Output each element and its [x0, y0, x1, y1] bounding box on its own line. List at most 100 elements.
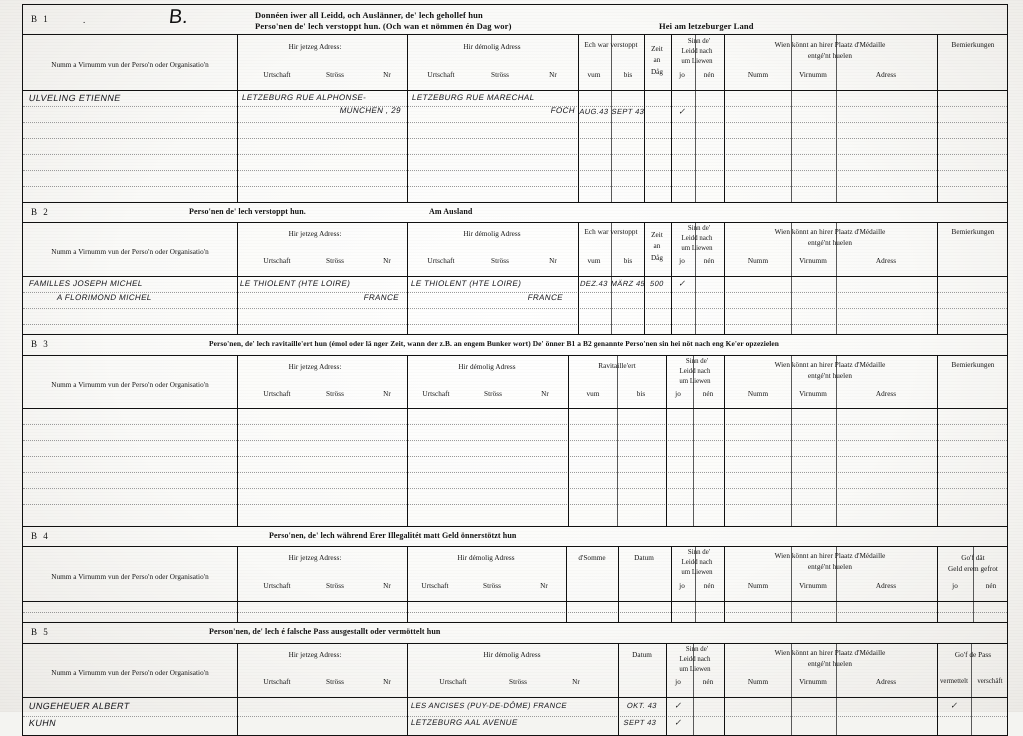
section-b1-body[interactable]: ULVELING ETIENNE LETZEBURG RUE ALPHONSE-…	[23, 91, 1007, 202]
col-locality-label: Urtschaft	[427, 257, 455, 265]
col-street-label: Ströss	[491, 257, 509, 265]
section-b5-header: Numm a Virnumm vun der Perso'n oder Orga…	[23, 644, 1007, 698]
col-alive-label-2: Leidd nach	[679, 656, 711, 663]
entry-former-address-line2: FRANCE	[526, 293, 564, 302]
col-medal-label-2: entgé'nt huelen	[807, 52, 853, 60]
col-firstname-label: Virnumm	[799, 582, 827, 590]
col-medal-label-1: Wien könnt an hirer Plaatz d'Médaille	[774, 649, 886, 657]
section-b2-id: B 2	[31, 207, 50, 217]
entry-former-address-line1: LE THIOLENT (HTE LOIRE)	[410, 279, 523, 288]
col-alive-label-1: Sinn de'	[687, 225, 711, 232]
col-alive-label-1: Sinn de'	[687, 38, 711, 45]
section-b4-id: B 4	[31, 531, 50, 541]
col-name-label: Numm a Virnumm vun der Perso'n oder Orga…	[51, 248, 209, 256]
col-firstname-label: Virnumm	[799, 390, 827, 398]
col-days-label-3: Dåg	[650, 68, 664, 76]
col-name-label: Numm a Virnumm vun der Perso'n oder Orga…	[51, 573, 209, 581]
entry-current-address-line1: LE THIOLENT (HTE LOIRE)	[239, 279, 352, 288]
entry-name: ULVELING ETIENNE	[28, 93, 122, 103]
section-b2-title-row: B 2 Perso'nen de' lech verstoppt hun. Am…	[23, 202, 1007, 223]
col-locality-label: Urtschaft	[263, 582, 291, 590]
col-alive-label-2: Leidd nach	[679, 368, 711, 375]
col-medal-label-2: entgé'nt huelen	[807, 372, 853, 380]
section-b2-body[interactable]: FAMILLES JOSEPH MICHEL A FLORIMOND MICHE…	[23, 277, 1007, 334]
col-number-label: Nr	[540, 582, 548, 590]
col-former-address-label: Hir démolig Adress	[463, 43, 521, 51]
entry-former-address-line1: LETZEBURG RUE MARECHAL	[411, 93, 536, 102]
section-b3-title: Perso'nen, de' lech ravitaille'ert hun (…	[209, 339, 780, 348]
col-surname-label: Numm	[747, 257, 769, 265]
col-from-label: vum	[586, 390, 600, 398]
col-pass-label: Go'f de Pass	[954, 651, 992, 659]
entry1-former-address: LES ANCISES (PUY-DE-DÔME) FRANCE	[410, 701, 568, 710]
col-alive-label-3: um Liewen	[681, 569, 713, 576]
section-b4: B 4 Perso'nen, de' lech während Erer Ill…	[22, 526, 1008, 622]
col-surname-label: Numm	[747, 678, 769, 686]
col-medal-label-2: entgé'nt huelen	[807, 563, 853, 571]
col-remarks-label: Bemierkungen	[951, 41, 995, 49]
entry-current-address-line2: MUNCHEN , 29	[338, 106, 402, 115]
col-no-label: nén	[702, 390, 714, 398]
col-no-label: nén	[703, 257, 715, 265]
col-yes-label: jo	[679, 257, 685, 265]
section-b3-title-row: B 3 Perso'nen, de' lech ravitaille'ert h…	[23, 334, 1007, 356]
col-days-label-1: Zeit	[651, 45, 663, 53]
form-letter-b: B.	[167, 6, 190, 28]
col-alive-label-3: um Liewen	[679, 378, 711, 385]
col-street-label: Ströss	[326, 582, 344, 590]
col-locality-label: Urtschaft	[421, 582, 449, 590]
col-pass-forged-label: verschäft	[977, 678, 1003, 685]
section-b1: B 1 . B. Donnéen iwer all Leidd, och Aus…	[22, 4, 1008, 202]
col-street-label: Ströss	[326, 257, 344, 265]
col-hidden-label: Ech war verstoppt	[584, 228, 638, 236]
col-number-label: Nr	[383, 678, 391, 686]
form-table: B 1 . B. Donnéen iwer all Leidd, och Aus…	[22, 4, 1008, 736]
col-medal-label-1: Wien könnt an hirer Plaatz d'Médaille	[774, 228, 886, 236]
col-firstname-label: Virnumm	[799, 257, 827, 265]
col-from-label: vum	[587, 71, 601, 79]
entry-current-address-line1: LETZEBURG RUE ALPHONSE-	[241, 93, 368, 102]
col-alive-label-2: Leidd nach	[681, 235, 713, 242]
col-former-address-label: Hir démolig Adress	[457, 554, 515, 562]
section-b3-body[interactable]	[23, 409, 1007, 526]
col-no-label: nén	[702, 678, 714, 686]
section-b1-title-row: B 1 . B. Donnéen iwer all Leidd, och Aus…	[23, 5, 1007, 35]
col-no-label: nén	[703, 71, 715, 79]
col-days-label-1: Zeit	[651, 231, 663, 239]
entry2-datum: SEPT 43	[622, 718, 658, 727]
col-money-label-2: Geld erem gefrot	[948, 565, 998, 573]
col-street-label: Ströss	[483, 582, 501, 590]
col-former-address-label: Hir démolig Adress	[458, 363, 516, 371]
entry2-name: KUHN	[28, 718, 58, 728]
col-datum-label: Datum	[634, 554, 654, 562]
section-b5-body[interactable]: UNGEHEUER ALBERT KUHN LES ANCISES (PUY-D…	[23, 698, 1007, 735]
col-former-address-label: Hir démolig Adress	[483, 651, 541, 659]
section-b4-body[interactable]	[23, 602, 1007, 622]
section-b2-header: Numm a Virnumm vun der Perso'n oder Orga…	[23, 223, 1007, 277]
section-b5-id: B 5	[31, 627, 50, 637]
entry-former-address-line2: FOCH	[549, 106, 576, 115]
col-ravitaille-label: Ravitaille'ert	[598, 362, 636, 370]
section-b2-title-right: Am Ausland	[429, 207, 473, 216]
col-hidden-label: Ech war verstoppt	[584, 41, 638, 49]
col-datum-label: Datum	[632, 651, 652, 659]
section-b3-header: Numm a Virnumm vun der Perso'n oder Orga…	[23, 356, 1007, 409]
col-locality-label: Urtschaft	[422, 390, 450, 398]
entry-to: SEPT 43	[610, 107, 646, 116]
col-yes-label: jo	[679, 71, 685, 79]
col-alive-label-3: um Liewen	[681, 245, 713, 252]
entry-days: 500	[649, 279, 665, 288]
entry-current-address-line2: FRANCE	[362, 293, 400, 302]
col-firstname-label: Virnumm	[799, 71, 827, 79]
entry1-name: UNGEHEUER ALBERT	[28, 701, 131, 711]
col-pass-mediated-label: vermettelt	[939, 678, 969, 685]
col-current-address-label: Hir jetzeg Adress:	[288, 43, 342, 51]
col-surname-label: Numm	[747, 390, 769, 398]
col-number-label: Nr	[572, 678, 580, 686]
col-street-label: Ströss	[326, 678, 344, 686]
col-name-label: Numm a Virnumm vun der Perso'n oder Orga…	[51, 381, 209, 389]
col-former-address-label: Hir démolig Adress	[463, 230, 521, 238]
col-locality-label: Urtschaft	[263, 71, 291, 79]
col-address-label: Adress	[875, 678, 897, 686]
